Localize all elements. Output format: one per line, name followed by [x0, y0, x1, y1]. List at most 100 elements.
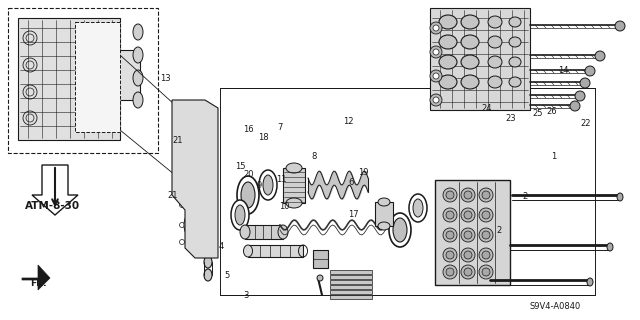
- Circle shape: [179, 142, 184, 148]
- Polygon shape: [32, 165, 78, 215]
- Text: 3: 3: [244, 292, 249, 300]
- Ellipse shape: [509, 17, 521, 27]
- Ellipse shape: [509, 77, 521, 87]
- Ellipse shape: [461, 15, 479, 29]
- Ellipse shape: [133, 47, 143, 63]
- Text: 14: 14: [558, 66, 568, 75]
- Circle shape: [446, 231, 454, 239]
- Circle shape: [464, 268, 472, 276]
- Ellipse shape: [488, 56, 502, 68]
- Ellipse shape: [439, 55, 457, 69]
- Ellipse shape: [461, 35, 479, 49]
- Circle shape: [193, 123, 198, 127]
- Circle shape: [446, 211, 454, 219]
- Ellipse shape: [278, 225, 288, 239]
- Circle shape: [179, 123, 184, 127]
- Text: ATM-8-30: ATM-8-30: [25, 201, 80, 212]
- Polygon shape: [22, 265, 50, 290]
- Ellipse shape: [488, 36, 502, 48]
- Circle shape: [433, 49, 439, 55]
- Circle shape: [575, 91, 585, 101]
- Text: 12: 12: [344, 117, 354, 126]
- Circle shape: [433, 25, 439, 31]
- Circle shape: [317, 275, 323, 281]
- Ellipse shape: [286, 163, 302, 173]
- Circle shape: [205, 203, 211, 207]
- Bar: [330, 280, 372, 284]
- Ellipse shape: [133, 24, 143, 40]
- Ellipse shape: [393, 218, 407, 242]
- Circle shape: [479, 208, 493, 222]
- Text: 5: 5: [225, 271, 230, 280]
- Bar: [330, 275, 372, 279]
- Circle shape: [464, 191, 472, 199]
- Circle shape: [430, 94, 442, 106]
- Text: 2: 2: [497, 226, 502, 235]
- Ellipse shape: [286, 198, 302, 208]
- Circle shape: [205, 182, 211, 188]
- Circle shape: [461, 228, 475, 242]
- Circle shape: [433, 97, 439, 103]
- Circle shape: [179, 239, 184, 244]
- Ellipse shape: [378, 198, 390, 206]
- Bar: [8, 8, 158, 153]
- Ellipse shape: [184, 210, 206, 240]
- Ellipse shape: [378, 222, 390, 230]
- Text: 20: 20: [243, 170, 253, 179]
- Text: 17: 17: [348, 210, 358, 219]
- Circle shape: [479, 228, 493, 242]
- Ellipse shape: [231, 200, 249, 230]
- Circle shape: [179, 203, 184, 207]
- Circle shape: [205, 222, 211, 228]
- Circle shape: [193, 182, 198, 188]
- Ellipse shape: [204, 269, 212, 281]
- Ellipse shape: [439, 75, 457, 89]
- Text: 8: 8: [311, 152, 316, 161]
- Polygon shape: [435, 180, 510, 285]
- Text: 25: 25: [532, 109, 543, 118]
- Circle shape: [179, 222, 184, 228]
- Text: 16: 16: [243, 125, 253, 134]
- Polygon shape: [430, 8, 530, 110]
- Circle shape: [193, 142, 198, 148]
- Circle shape: [585, 66, 595, 76]
- Circle shape: [430, 22, 442, 34]
- Bar: [313, 250, 328, 268]
- Circle shape: [461, 248, 475, 262]
- Circle shape: [482, 251, 490, 259]
- Bar: [248, 245, 303, 257]
- Ellipse shape: [607, 243, 613, 251]
- Circle shape: [205, 142, 211, 148]
- Circle shape: [193, 222, 198, 228]
- Circle shape: [179, 163, 184, 167]
- Circle shape: [446, 268, 454, 276]
- Text: 9: 9: [257, 181, 262, 190]
- Text: 11: 11: [276, 175, 287, 184]
- Circle shape: [461, 188, 475, 202]
- Text: 13: 13: [160, 74, 170, 83]
- Circle shape: [479, 248, 493, 262]
- Circle shape: [443, 248, 457, 262]
- Text: FR.: FR.: [30, 279, 47, 288]
- Circle shape: [482, 211, 490, 219]
- Circle shape: [580, 78, 590, 88]
- Text: 7: 7: [278, 124, 283, 132]
- Text: 10: 10: [280, 202, 290, 211]
- Ellipse shape: [488, 76, 502, 88]
- Bar: [220, 88, 595, 295]
- Ellipse shape: [617, 193, 623, 201]
- Circle shape: [595, 51, 605, 61]
- Text: 24: 24: [481, 104, 492, 113]
- Text: 21: 21: [173, 136, 183, 145]
- Ellipse shape: [587, 278, 593, 286]
- Bar: [245, 225, 283, 239]
- Text: 19: 19: [358, 168, 369, 177]
- Text: 15: 15: [235, 162, 245, 171]
- Circle shape: [433, 73, 439, 79]
- Ellipse shape: [509, 37, 521, 47]
- Text: 18: 18: [259, 133, 269, 142]
- Circle shape: [482, 231, 490, 239]
- Bar: [330, 295, 372, 299]
- Circle shape: [205, 163, 211, 167]
- Bar: [283, 168, 305, 203]
